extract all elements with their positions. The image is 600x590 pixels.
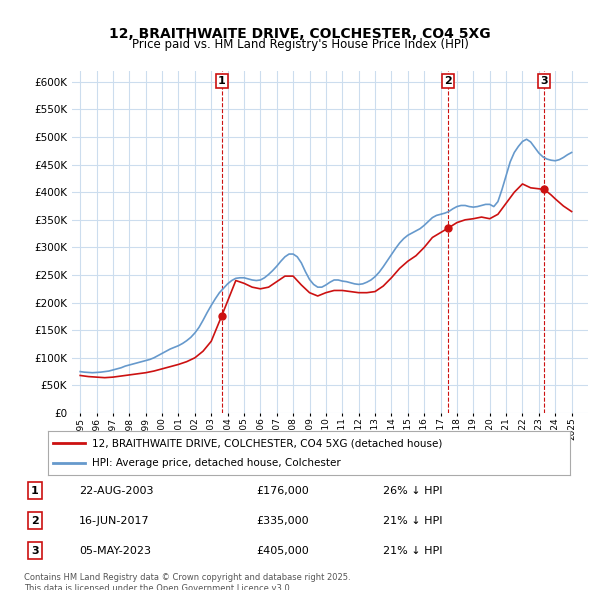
Text: 2: 2 [31, 516, 39, 526]
Text: 2: 2 [444, 76, 452, 86]
Text: £176,000: £176,000 [256, 486, 308, 496]
Text: Contains HM Land Registry data © Crown copyright and database right 2025.
This d: Contains HM Land Registry data © Crown c… [24, 573, 350, 590]
Text: 26% ↓ HPI: 26% ↓ HPI [383, 486, 442, 496]
Text: 21% ↓ HPI: 21% ↓ HPI [383, 546, 442, 556]
Text: £405,000: £405,000 [256, 546, 308, 556]
Text: 12, BRAITHWAITE DRIVE, COLCHESTER, CO4 5XG: 12, BRAITHWAITE DRIVE, COLCHESTER, CO4 5… [109, 27, 491, 41]
Text: 3: 3 [541, 76, 548, 86]
Text: 05-MAY-2023: 05-MAY-2023 [79, 546, 151, 556]
Text: 22-AUG-2003: 22-AUG-2003 [79, 486, 154, 496]
Text: HPI: Average price, detached house, Colchester: HPI: Average price, detached house, Colc… [92, 458, 341, 467]
Text: 3: 3 [31, 546, 39, 556]
Text: 1: 1 [218, 76, 226, 86]
Text: 16-JUN-2017: 16-JUN-2017 [79, 516, 150, 526]
Text: 12, BRAITHWAITE DRIVE, COLCHESTER, CO4 5XG (detached house): 12, BRAITHWAITE DRIVE, COLCHESTER, CO4 5… [92, 438, 443, 448]
Text: 1: 1 [31, 486, 39, 496]
Text: 21% ↓ HPI: 21% ↓ HPI [383, 516, 442, 526]
Text: Price paid vs. HM Land Registry's House Price Index (HPI): Price paid vs. HM Land Registry's House … [131, 38, 469, 51]
Text: £335,000: £335,000 [256, 516, 308, 526]
